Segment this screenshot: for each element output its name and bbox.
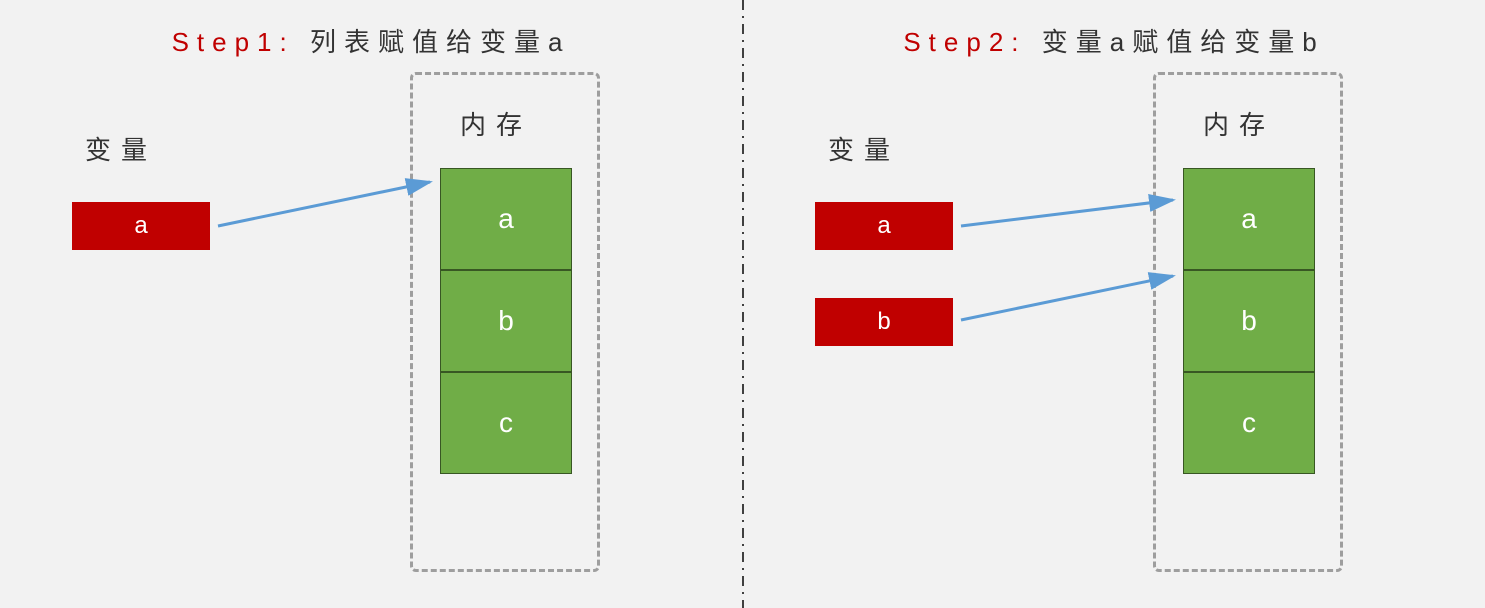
panel-step1: Step1: 列表赋值给变量a 变量 内存 a a b c: [0, 0, 742, 608]
panel-step2: Step2: 变量a赋值给变量b 变量 内存 a b a b c: [743, 0, 1485, 608]
arrow-left-0: [0, 0, 742, 608]
arrow-right-1: [743, 0, 1485, 608]
